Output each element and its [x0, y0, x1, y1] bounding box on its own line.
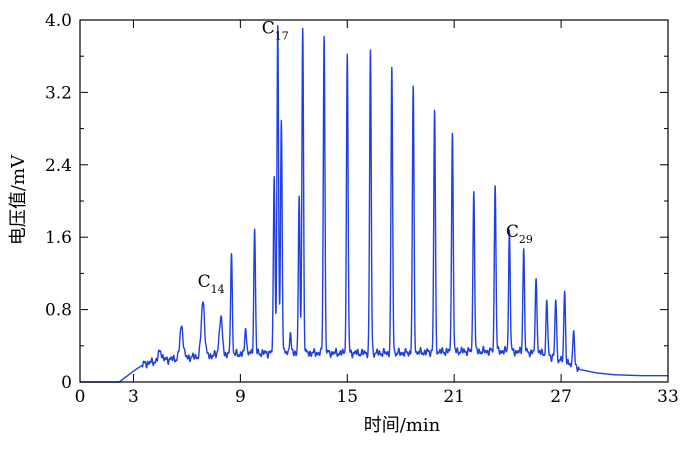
trace-layer [79, 24, 669, 383]
x-tick-label: 33 [657, 387, 679, 407]
plot-frame [79, 19, 669, 383]
x-axis-ticks: 0 3 9 15 21 27 33 [75, 20, 679, 407]
y-axis-label: 电压值/mV [8, 154, 29, 245]
x-tick-label: 27 [550, 387, 572, 407]
annotations: C14 C17 C29 [198, 19, 533, 296]
x-tick-label: 21 [443, 387, 465, 407]
y-tick-label: 3.2 [45, 83, 72, 103]
x-tick-label: 9 [235, 387, 246, 407]
y-tick-label: 0 [61, 373, 72, 393]
peak-label-c14: C14 [198, 272, 225, 296]
peak-label-c17: C17 [262, 19, 289, 43]
y-tick-label: 1.6 [45, 228, 72, 248]
peak-label-c29: C29 [506, 222, 533, 246]
x-axis-label: 时间/min [364, 415, 441, 436]
x-tick-label: 0 [75, 387, 86, 407]
x-tick-label: 3 [128, 387, 139, 407]
chromatogram-trace [79, 24, 669, 383]
y-axis-ticks: 0 0.8 1.6 2.4 3.2 4.0 [45, 11, 668, 393]
y-tick-label: 4.0 [45, 11, 72, 31]
y-tick-label: 2.4 [45, 156, 72, 176]
y-tick-label: 0.8 [45, 301, 72, 321]
x-tick-label: 15 [336, 387, 358, 407]
